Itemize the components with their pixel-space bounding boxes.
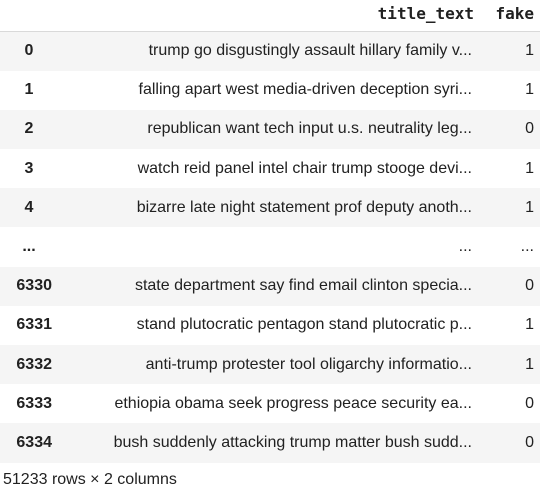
fake-cell: 1 <box>525 81 534 99</box>
row-index: 1 <box>24 81 34 99</box>
row-index: 3 <box>24 159 34 177</box>
fake-cell: 1 <box>525 42 534 60</box>
fake-cell: 1 <box>525 198 534 216</box>
table-row: 1 falling apart west media-driven decept… <box>0 70 540 110</box>
fake-cell: ... <box>520 238 534 256</box>
title-text-cell: stand plutocratic pentagon stand plutocr… <box>136 316 472 334</box>
row-index: 6333 <box>16 394 52 412</box>
title-text-cell: state department say find email clinton … <box>134 277 472 295</box>
table-row: 6332 anti-trump protester tool oligarchy… <box>0 345 540 385</box>
fake-cell: 1 <box>525 355 534 373</box>
ellipsis-row: ... ... ... <box>0 227 540 267</box>
fake-cell: 1 <box>525 316 534 334</box>
title-text-cell: ... <box>458 238 472 256</box>
row-index: 6334 <box>16 433 52 451</box>
fake-cell: 0 <box>525 277 534 295</box>
title-text-cell: falling apart west media-driven deceptio… <box>138 81 473 99</box>
table-row: 6331 stand plutocratic pentagon stand pl… <box>0 305 540 345</box>
fake-cell: 0 <box>525 394 534 412</box>
title-text-cell: bizarre late night statement prof deputy… <box>136 198 472 216</box>
title-text-cell: anti-trump protester tool oligarchy info… <box>145 355 472 373</box>
table-row: 2 republican want tech input u.s. neutra… <box>0 109 540 150</box>
dataframe-table: title_text fake 0 trump go disgustingly … <box>0 0 540 463</box>
table-row: 0 trump go disgustingly assault hillary … <box>0 31 540 71</box>
title-text-cell: bush suddenly attacking trump matter bus… <box>113 433 472 451</box>
row-index: 0 <box>24 42 34 60</box>
title-text-header: title_text <box>62 0 480 32</box>
dataframe-shape-footer: 51233 rows × 2 columns <box>3 471 177 488</box>
header-row: title_text fake <box>0 0 540 32</box>
table-row: 6330 state department say find email cli… <box>0 266 540 306</box>
row-index: 6331 <box>16 316 52 334</box>
row-index: ... <box>22 238 36 256</box>
title-text-cell: republican want tech input u.s. neutrali… <box>147 120 472 138</box>
fake-cell: 1 <box>525 159 534 177</box>
table-row: 6333 ethiopia obama seek progress peace … <box>0 384 540 424</box>
title-text-cell: trump go disgustingly assault hillary fa… <box>148 42 472 60</box>
title-text-cell: watch reid panel intel chair trump stoog… <box>137 159 472 177</box>
table-row: 4 bizarre late night statement prof depu… <box>0 188 540 228</box>
title-text-cell: ethiopia obama seek progress peace secur… <box>114 394 472 412</box>
index-header <box>0 0 62 32</box>
row-index: 2 <box>24 120 34 138</box>
fake-cell: 0 <box>525 433 534 451</box>
row-index: 4 <box>24 198 34 216</box>
fake-cell: 0 <box>525 120 534 138</box>
row-index: 6332 <box>16 355 52 373</box>
fake-header: fake <box>480 0 540 32</box>
table-row: 6334 bush suddenly attacking trump matte… <box>0 423 540 463</box>
row-index: 6330 <box>16 277 52 295</box>
table-row: 3 watch reid panel intel chair trump sto… <box>0 149 540 189</box>
